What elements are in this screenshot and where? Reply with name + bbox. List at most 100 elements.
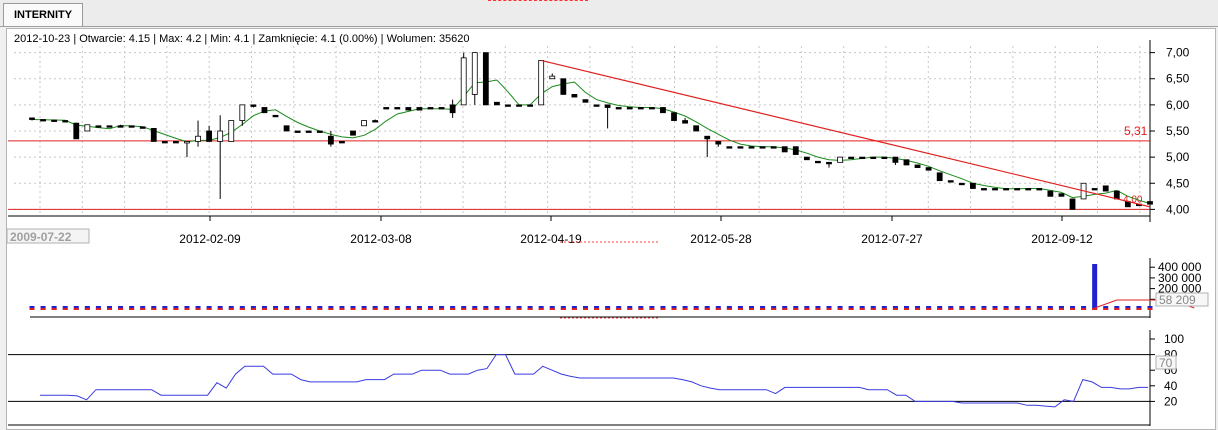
candle — [516, 104, 522, 107]
candle — [1025, 188, 1032, 191]
candle-body — [217, 130, 224, 142]
volume-bar-cap — [693, 308, 699, 310]
candle-body — [815, 160, 821, 164]
candle — [1069, 198, 1076, 210]
volume-bar-cap — [959, 308, 965, 310]
candle-body — [350, 130, 356, 136]
candle — [505, 104, 511, 107]
candle — [726, 146, 733, 149]
volume-bar-cap — [40, 308, 46, 310]
candle-body — [128, 125, 135, 128]
candle-body — [604, 104, 611, 108]
volume-bar-cap — [62, 308, 68, 310]
candle-body — [571, 94, 578, 98]
candle — [195, 120, 201, 147]
rsi-value-label: 70 — [1159, 356, 1173, 370]
candle-body — [538, 60, 545, 106]
volume-bar-cap — [317, 308, 323, 310]
candle — [527, 104, 534, 107]
candle — [482, 52, 489, 106]
candle — [51, 119, 58, 122]
volume-bar-cap — [815, 308, 821, 310]
candle-body — [1091, 188, 1098, 191]
candle-body — [925, 167, 932, 171]
candle — [383, 107, 390, 110]
volume-bar-cap — [250, 308, 256, 310]
candle-body — [992, 188, 998, 191]
candle-body — [704, 135, 711, 140]
candle — [859, 156, 866, 160]
tab-internity[interactable]: INTERNITY — [3, 3, 84, 26]
candle-body — [1058, 193, 1065, 197]
candle — [327, 131, 334, 147]
y-tick-label: 5,00 — [1166, 150, 1190, 164]
candle — [184, 141, 190, 158]
candle — [604, 104, 611, 129]
candle — [870, 156, 877, 160]
candle-body — [316, 130, 323, 133]
volume-value-box — [1155, 292, 1209, 307]
candle-body — [1014, 188, 1021, 191]
volume-bar-cap — [1025, 308, 1031, 310]
candle-body — [106, 125, 113, 128]
volume-bar-cap — [594, 308, 600, 310]
candle — [660, 107, 666, 114]
candle — [781, 146, 788, 153]
volume-bar-cap — [151, 308, 157, 310]
volume-bar-cap — [538, 308, 544, 310]
candle-body — [416, 107, 423, 111]
candle-body — [449, 104, 456, 114]
candle-body — [73, 122, 80, 140]
candle — [217, 115, 224, 199]
candle — [715, 141, 722, 147]
volume-bar-cap — [616, 308, 622, 310]
candle-body — [826, 161, 832, 165]
candle — [394, 107, 401, 110]
candle-body — [737, 146, 744, 149]
volume-bar-cap — [184, 308, 190, 310]
candle — [206, 125, 213, 142]
candle — [737, 146, 744, 149]
volume-bar-cap — [118, 308, 124, 310]
candle-body — [715, 141, 722, 145]
volume-bar-cap — [84, 308, 90, 310]
volume-bar-cap — [605, 308, 611, 310]
candle — [748, 146, 755, 149]
volume-bar-cap — [73, 308, 79, 310]
y-tick-label: 6,50 — [1166, 72, 1190, 86]
volume-bar-cap — [1092, 308, 1098, 310]
volume-bar-cap — [339, 308, 345, 310]
candle — [682, 117, 688, 124]
candle — [881, 156, 888, 160]
candle-body — [51, 119, 58, 122]
candle — [803, 156, 810, 161]
candle-body — [1147, 201, 1153, 205]
candle-body — [958, 182, 965, 186]
candle — [161, 141, 168, 144]
candle-body — [1047, 190, 1054, 197]
volume-bar-cap — [1136, 308, 1142, 310]
candle-body — [1025, 188, 1032, 191]
candle — [471, 52, 478, 105]
start-date-label: 2009-07-22 — [10, 230, 72, 244]
volume-bar-cap — [804, 308, 810, 310]
candle-body — [339, 141, 345, 144]
x-tick-label: 2012-05-28 — [690, 232, 752, 246]
volume-bar-cap — [1125, 308, 1131, 310]
candle — [770, 146, 777, 149]
x-tick-label: 2012-03-08 — [350, 232, 412, 246]
volume-bar-cap — [416, 308, 422, 310]
candle — [704, 135, 711, 158]
candle-body — [62, 120, 69, 123]
candle-body — [150, 127, 157, 142]
candle — [1047, 190, 1054, 197]
candle-body — [981, 188, 987, 191]
candle — [350, 130, 356, 136]
candle-body — [660, 107, 666, 114]
candle — [571, 94, 578, 98]
candle-body — [427, 107, 434, 110]
volume-bar-cap — [749, 308, 755, 310]
rsi-tick-label: 100 — [1164, 332, 1184, 346]
candle-body — [593, 104, 600, 107]
